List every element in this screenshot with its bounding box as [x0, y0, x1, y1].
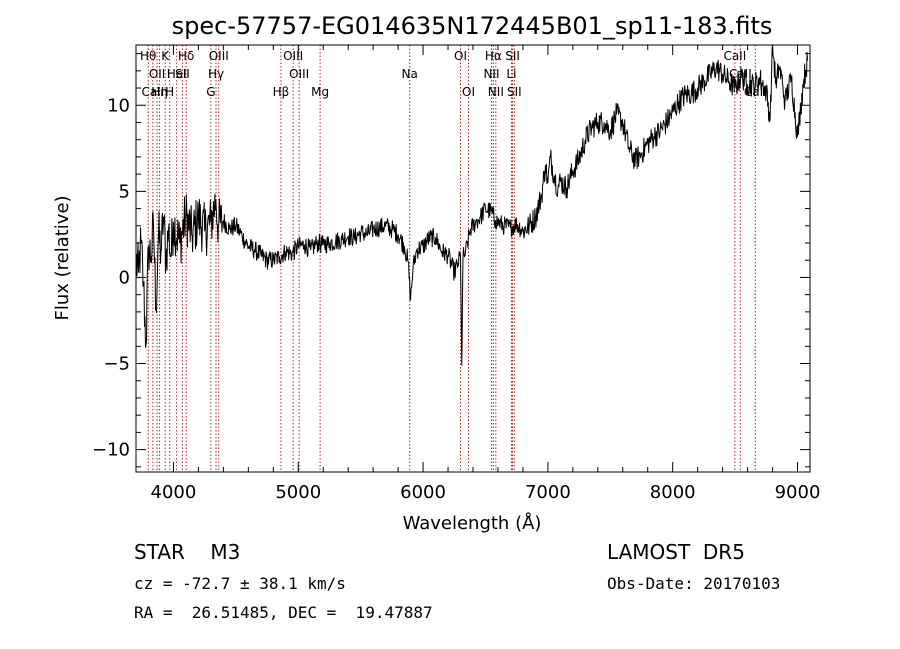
spectral-line-label-2: OII	[149, 67, 166, 81]
spectral-line-label-6: HeI	[167, 67, 187, 81]
x-tick-label-5: 9000	[775, 482, 821, 503]
spectral-line-label-20: Hα	[485, 49, 502, 63]
chart-title: spec-57757-EG014635N172445B01_sp11-183.f…	[172, 12, 773, 40]
spectral-line-label-0: Hθ	[140, 49, 156, 63]
spectral-line-label-23: SII	[505, 49, 520, 63]
object-class: STAR M3	[134, 540, 241, 564]
spectral-line-label-17: OI	[454, 49, 467, 63]
spectral-line-label-15: Mg	[311, 85, 329, 99]
spectral-line-label-22: Li	[506, 67, 516, 81]
spectral-line-label-18: OI	[462, 85, 475, 99]
x-tick-label-2: 6000	[400, 482, 446, 503]
observation-date: Obs-Date: 20170103	[607, 574, 781, 593]
spectral-line-label-12: Hβ	[273, 85, 290, 99]
coordinates: RA = 26.51485, DEC = 19.47887	[134, 603, 433, 622]
x-tick-label-4: 8000	[650, 482, 696, 503]
spectral-line-label-10: Hγ	[208, 67, 224, 81]
plot-frame	[135, 44, 811, 473]
spectral-line-label-19: NII	[483, 67, 499, 81]
spectral-line-label-1: CaII	[141, 85, 164, 99]
spectral-line-label-11: OIII	[209, 49, 229, 63]
spectral-line-label-5: H	[165, 85, 174, 99]
y-axis-label: Flux (relative)	[52, 195, 73, 320]
spectral-line-label-27: CaII	[744, 85, 767, 99]
redshift-cz: cz = -72.7 ± 38.1 km/s	[134, 574, 346, 593]
spectral-line-label-16: Na	[402, 67, 418, 81]
spectral-line-label-24: SII	[507, 85, 522, 99]
x-axis-label: Wavelength (Å)	[403, 512, 542, 534]
x-tick-label-1: 5000	[275, 482, 321, 503]
spectral-line-label-9: G	[206, 85, 215, 99]
y-tick-label-1: −5	[103, 354, 130, 375]
spectral-line-label-26: CaII	[729, 67, 752, 81]
spectral-line-label-8: Hδ	[178, 49, 194, 63]
x-tick-label-3: 7000	[525, 482, 571, 503]
spectral-line-label-25: CaII	[723, 49, 746, 63]
y-tick-label-3: 5	[119, 181, 130, 202]
spectral-line-label-3: Hη	[151, 85, 168, 99]
survey-name: LAMOST DR5	[607, 540, 745, 564]
y-tick-label-0: −10	[92, 440, 130, 461]
spectrum-chart: spec-57757-EG014635N172445B01_sp11-183.f…	[52, 12, 821, 534]
spectrum-line	[135, 44, 808, 366]
x-tick-label-0: 4000	[151, 482, 197, 503]
spectral-line-label-21: NII	[488, 85, 504, 99]
spectral-line-label-4: K	[161, 49, 170, 63]
y-tick-label-4: 10	[107, 95, 130, 116]
spectral-line-label-13: OIII	[283, 49, 303, 63]
spectral-line-label-7: SII	[175, 67, 190, 81]
spectral-line-label-14: OIII	[289, 67, 309, 81]
y-tick-label-2: 0	[119, 267, 130, 288]
